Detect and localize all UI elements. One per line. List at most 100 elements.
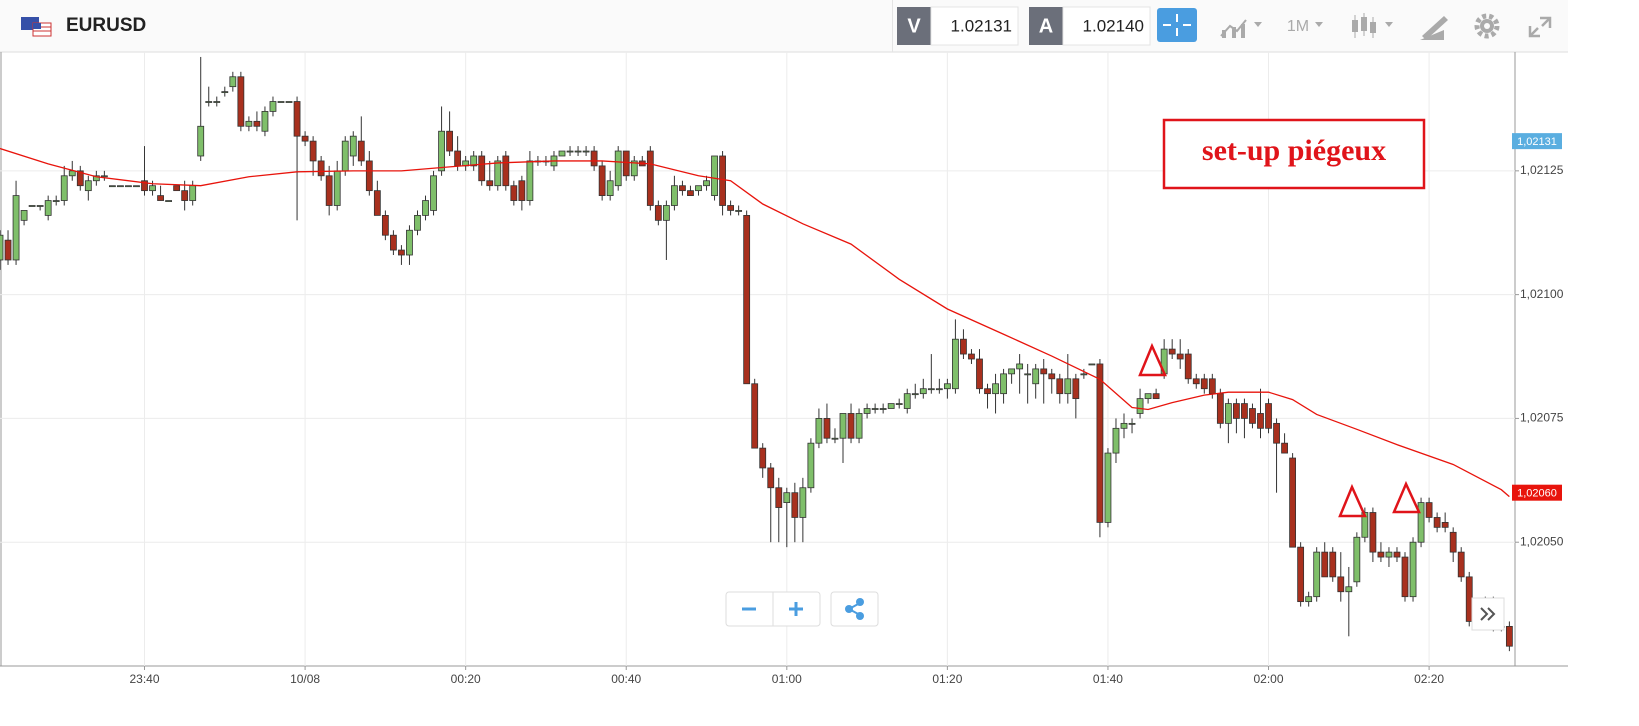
- candle-body: [815, 418, 823, 444]
- candle-body: [486, 180, 494, 187]
- candle-body: [301, 135, 309, 142]
- candle-body: [847, 413, 855, 439]
- x-tick-label: 00:40: [611, 672, 641, 686]
- candle-body: [783, 492, 791, 503]
- candle-body: [903, 393, 911, 409]
- candle-body: [406, 229, 413, 256]
- candle-body: [1216, 393, 1224, 424]
- candle-body: [839, 413, 847, 439]
- candle-body: [1409, 541, 1417, 598]
- candle-body: [4, 239, 12, 261]
- sell-button[interactable]: [897, 7, 931, 45]
- candle-body: [831, 437, 839, 440]
- candle-body: [68, 170, 76, 177]
- x-tick-label: 02:00: [1254, 672, 1284, 686]
- triangle-marker: [1138, 342, 1167, 377]
- candle-body: [333, 170, 341, 206]
- triangle-marker: [1392, 480, 1421, 514]
- candle-body: [0, 234, 4, 261]
- candle-body: [895, 403, 903, 405]
- candle-body: [1441, 522, 1449, 528]
- candle-body: [213, 101, 221, 103]
- candle-body: [590, 150, 598, 167]
- candle-body: [879, 408, 887, 410]
- separator: [892, 0, 893, 52]
- candle-body: [662, 205, 670, 221]
- candle-body: [1072, 378, 1080, 400]
- zoom-in-button[interactable]: [789, 602, 803, 616]
- candle-body: [1024, 373, 1032, 376]
- candle-body: [1457, 551, 1465, 578]
- chart-type-button[interactable]: [1352, 13, 1393, 38]
- candle-body: [52, 200, 60, 202]
- x-tick-label: 23:40: [129, 672, 159, 686]
- candle-body: [173, 185, 181, 192]
- candle-body: [743, 215, 751, 385]
- candle-body: [976, 358, 983, 390]
- candle-body: [237, 76, 245, 127]
- candle-body: [960, 338, 967, 355]
- buy-button[interactable]: [1029, 7, 1063, 45]
- crosshair-button[interactable]: [1157, 8, 1197, 42]
- indicator-button[interactable]: [1220, 19, 1262, 38]
- candle-body: [1425, 502, 1433, 518]
- candle-body: [719, 155, 726, 206]
- candle-body: [679, 185, 686, 192]
- zoom-controls: [725, 591, 879, 627]
- buy-price-box: [1062, 6, 1151, 46]
- share-button[interactable]: [830, 591, 879, 627]
- y-tick-label: 1,02075: [1520, 411, 1564, 425]
- candle-body: [245, 120, 253, 127]
- candle-body: [1337, 576, 1345, 593]
- candle-body: [414, 215, 421, 231]
- candle-body: [1224, 403, 1232, 424]
- candle-body: [1417, 502, 1425, 543]
- candle-body: [791, 492, 799, 518]
- candle-body: [510, 185, 518, 201]
- flag-icon: [21, 17, 52, 37]
- candle-body: [1040, 368, 1048, 375]
- candle-body: [1200, 378, 1208, 390]
- candle-body: [293, 101, 301, 137]
- candle-body: [566, 150, 574, 153]
- y-tick-label: 1,02100: [1520, 287, 1564, 301]
- y-tick-label: 1,02050: [1520, 534, 1564, 548]
- candle-body: [558, 150, 566, 157]
- candle-body: [735, 210, 743, 212]
- candle-body: [1329, 551, 1337, 578]
- candle-body: [309, 140, 317, 162]
- candle-body: [189, 185, 197, 201]
- candle-body: [221, 91, 229, 94]
- candle-body: [646, 150, 654, 206]
- candle-body: [1505, 625, 1513, 647]
- candle-body: [502, 155, 510, 187]
- sell-price-box: [930, 6, 1019, 46]
- settings-button[interactable]: [1474, 13, 1500, 39]
- candle-body: [984, 388, 991, 395]
- draw-button[interactable]: [1420, 16, 1448, 40]
- candle-body: [1096, 363, 1104, 523]
- x-tick-label: 00:20: [451, 672, 481, 686]
- candle-body: [1152, 393, 1160, 400]
- candle-body: [1377, 551, 1385, 558]
- timeframe[interactable]: 1M: [1287, 18, 1309, 35]
- x-tick-label: 01:20: [932, 672, 962, 686]
- candle-body: [823, 418, 831, 439]
- candle-body: [871, 408, 879, 410]
- candle-body: [1136, 398, 1144, 414]
- candle-body: [671, 185, 678, 206]
- candle-body: [117, 185, 124, 188]
- candle-body: [1144, 393, 1152, 400]
- fullscreen-button[interactable]: [1528, 16, 1552, 38]
- candle-body: [1433, 517, 1441, 528]
- timeframe-caret: [1315, 22, 1323, 27]
- candle-body: [1281, 442, 1288, 454]
- scroll-right-button[interactable]: [1471, 597, 1505, 631]
- candle-body: [285, 101, 293, 103]
- candle-body: [205, 101, 213, 103]
- candle-body: [687, 190, 694, 196]
- candle-body: [1321, 551, 1329, 578]
- candle-body: [887, 403, 895, 409]
